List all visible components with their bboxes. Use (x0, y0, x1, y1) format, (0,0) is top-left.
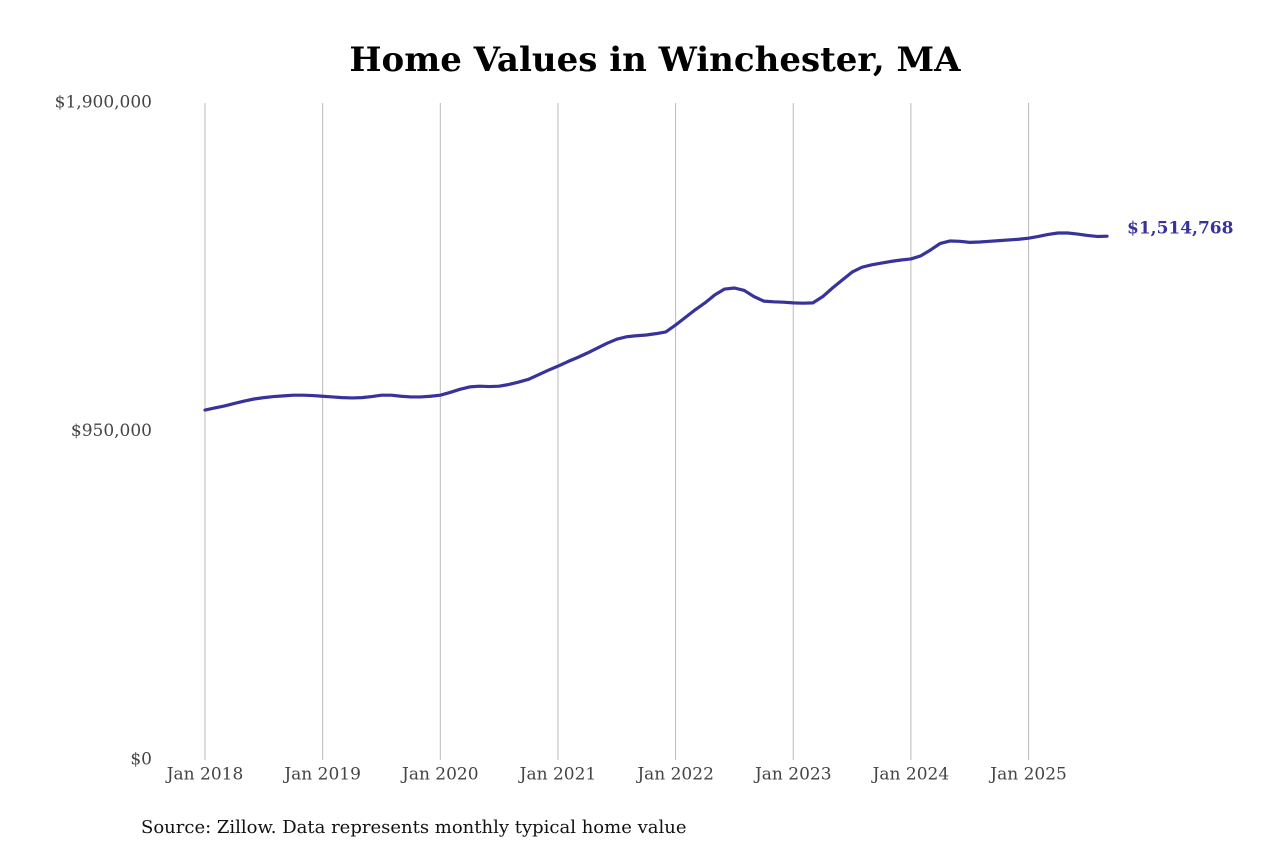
y-tick-label: $0 (130, 750, 152, 770)
y-tick-label: $1,900,000 (55, 93, 152, 113)
x-tick-label: Jan 2025 (988, 765, 1067, 785)
data-line (203, 231, 1109, 412)
x-tick-label: Jan 2018 (165, 765, 244, 785)
x-tick-label: Jan 2021 (518, 765, 597, 785)
x-tick-label: Jan 2024 (871, 765, 950, 785)
value-label: $1,514,768 (1127, 219, 1233, 239)
x-tick-label: Jan 2023 (753, 765, 832, 785)
y-tick-label: $950,000 (71, 421, 152, 441)
x-tick-label: Jan 2019 (282, 765, 361, 785)
x-tick-label: Jan 2022 (635, 765, 714, 785)
chart-title: Home Values in Winchester, MA (349, 40, 961, 80)
source-note: Source: Zillow. Data represents monthly … (141, 817, 687, 838)
x-tick-label: Jan 2020 (400, 765, 479, 785)
